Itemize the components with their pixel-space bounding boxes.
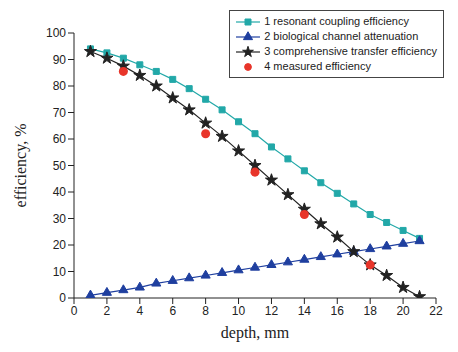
svg-text:20: 20	[396, 304, 410, 318]
html-text:2 biological channel attenuati: 2 biological channel attenuation	[264, 30, 419, 42]
svg-text:depth, mm: depth, mm	[221, 324, 290, 342]
svg-text:14: 14	[298, 304, 312, 318]
svg-text:20: 20	[53, 238, 67, 252]
svg-text:80: 80	[53, 79, 67, 93]
svg-text:40: 40	[53, 185, 67, 199]
svg-text:50: 50	[53, 159, 67, 173]
svg-text:18: 18	[364, 304, 378, 318]
svg-text:10: 10	[53, 265, 67, 279]
svg-text:100: 100	[46, 26, 66, 40]
svg-text:16: 16	[331, 304, 345, 318]
svg-text:efficiency, %: efficiency, %	[12, 124, 30, 208]
html-text:1 resonant coupling efficiency: 1 resonant coupling efficiency	[264, 15, 409, 27]
svg-text:2: 2	[104, 304, 111, 318]
svg-text:0: 0	[59, 291, 66, 305]
svg-text:4: 4	[136, 304, 143, 318]
svg-text:70: 70	[53, 106, 67, 120]
html-text:4 measured efficiency: 4 measured efficiency	[264, 60, 371, 72]
svg-text:90: 90	[53, 53, 67, 67]
svg-text:6: 6	[169, 304, 176, 318]
svg-text:12: 12	[265, 304, 279, 318]
svg-text:30: 30	[53, 212, 67, 226]
svg-text:10: 10	[232, 304, 246, 318]
svg-text:0: 0	[71, 304, 78, 318]
svg-text:60: 60	[53, 132, 67, 146]
svg-text:22: 22	[429, 304, 443, 318]
svg-text:8: 8	[202, 304, 209, 318]
html-text:3 comprehensive transfer effic: 3 comprehensive transfer efficiency	[264, 45, 437, 57]
